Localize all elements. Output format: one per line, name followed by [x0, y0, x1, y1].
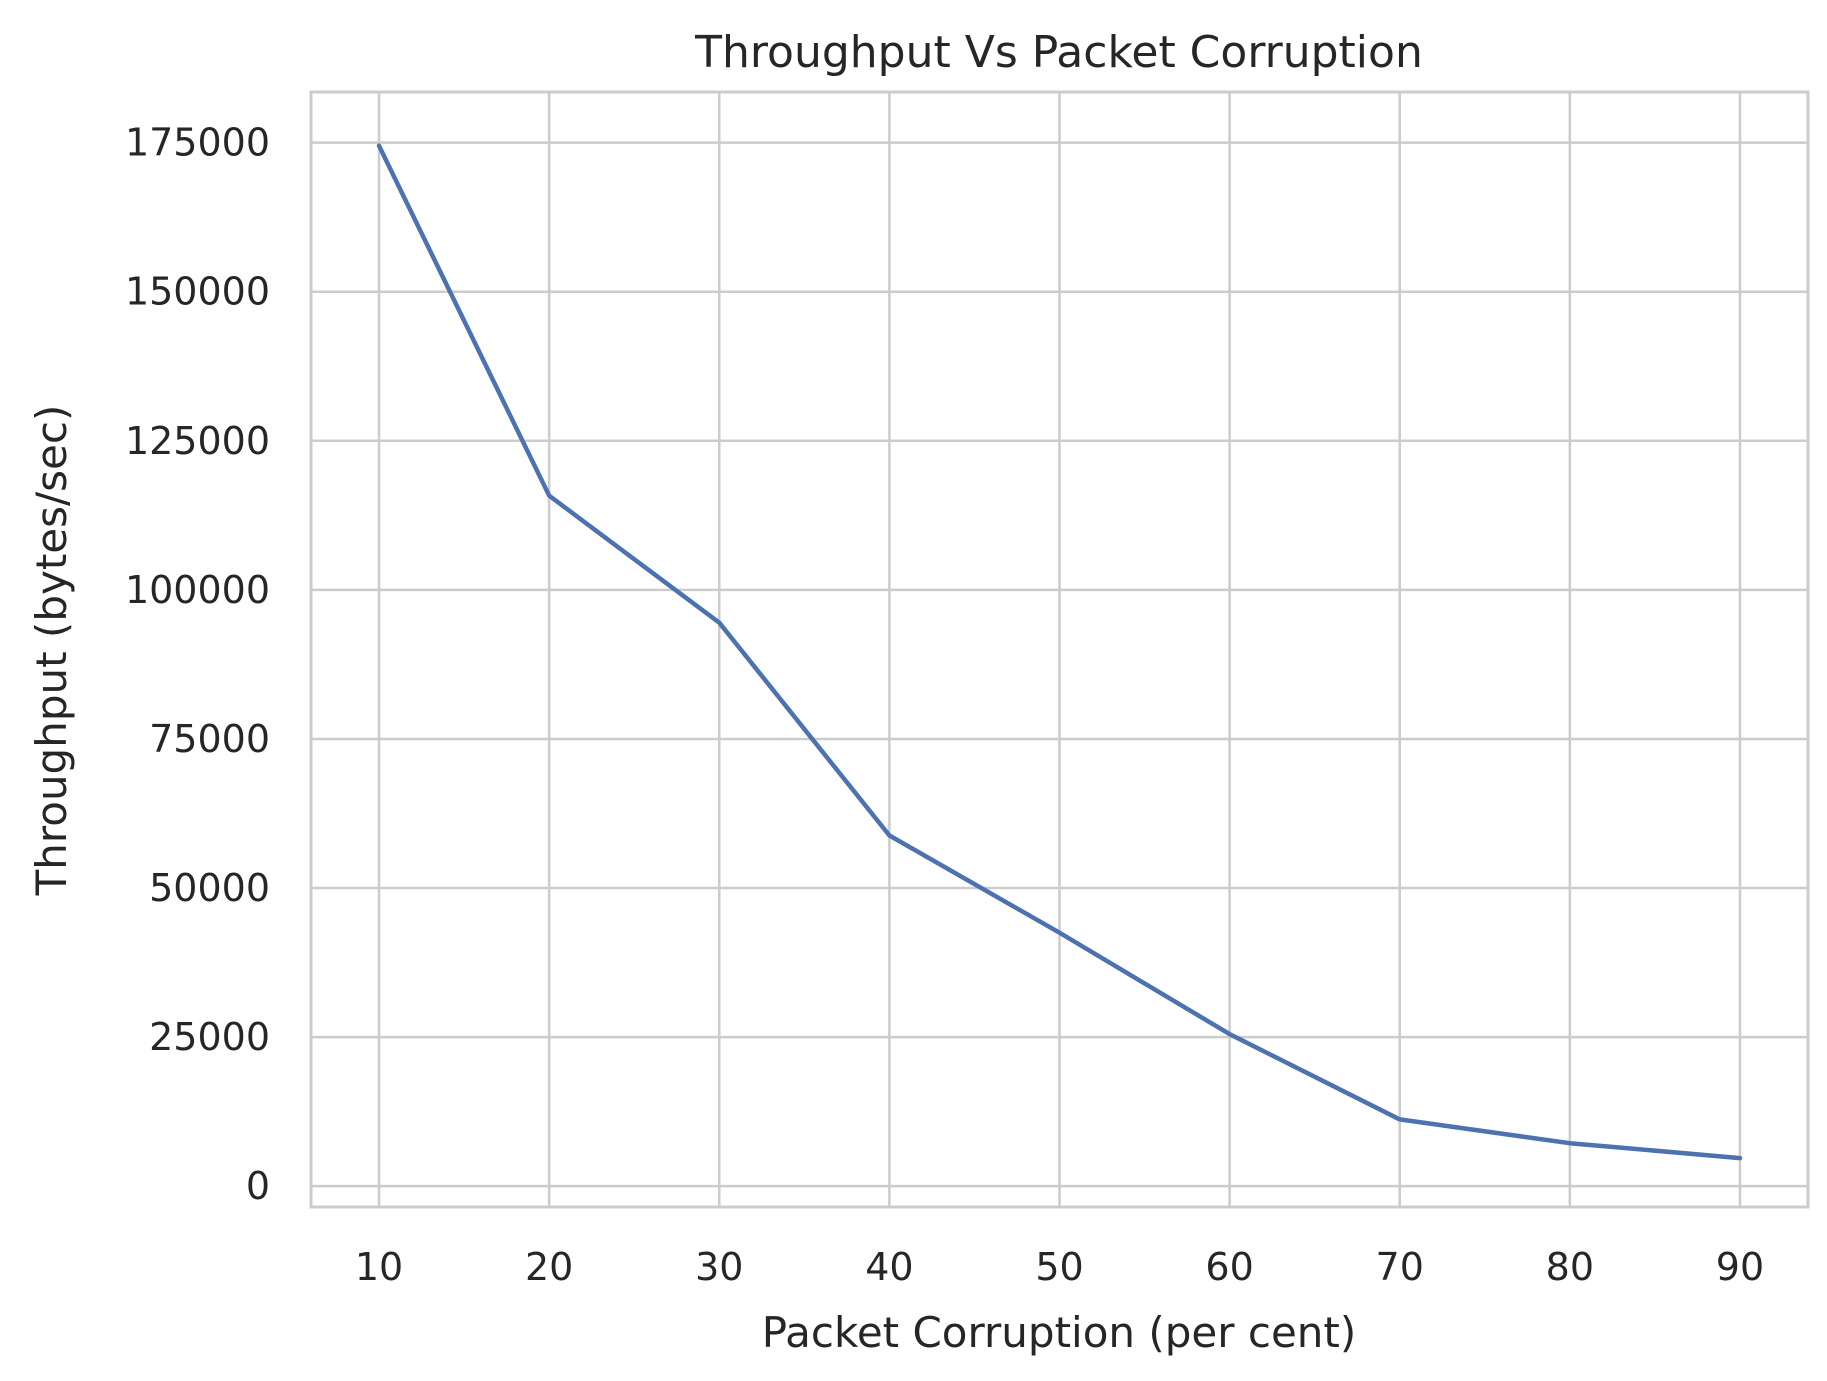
x-tick-label: 70 — [1376, 1245, 1424, 1289]
x-tick-label: 20 — [525, 1245, 573, 1289]
y-axis-label: Throughput (bytes/sec) — [27, 405, 76, 897]
y-tick-label: 100000 — [125, 568, 270, 612]
x-axis-ticks: 10 20 30 40 50 60 70 80 90 — [355, 1245, 1764, 1289]
x-tick-label: 40 — [865, 1245, 913, 1289]
x-tick-label: 80 — [1546, 1245, 1594, 1289]
y-tick-label: 150000 — [125, 270, 270, 314]
x-axis-label: Packet Corruption (per cent) — [762, 1308, 1357, 1357]
x-tick-label: 10 — [355, 1245, 403, 1289]
y-tick-label: 0 — [246, 1164, 270, 1208]
y-tick-label: 175000 — [125, 121, 270, 165]
x-tick-label: 50 — [1035, 1245, 1083, 1289]
y-axis-ticks: 0 25000 50000 75000 100000 125000 150000 175000 — [125, 121, 270, 1208]
y-tick-label: 50000 — [149, 866, 270, 910]
chart-title: Throughput Vs Packet Corruption — [694, 27, 1423, 78]
x-tick-label: 60 — [1205, 1245, 1253, 1289]
series-layer — [376, 143, 1743, 1161]
y-tick-label: 125000 — [125, 419, 270, 463]
x-tick-label: 90 — [1716, 1245, 1764, 1289]
plot-frame — [309, 90, 1810, 1209]
grid — [311, 92, 1808, 1207]
y-tick-label: 25000 — [149, 1015, 270, 1059]
x-tick-label: 30 — [695, 1245, 743, 1289]
y-tick-label: 75000 — [149, 717, 270, 761]
